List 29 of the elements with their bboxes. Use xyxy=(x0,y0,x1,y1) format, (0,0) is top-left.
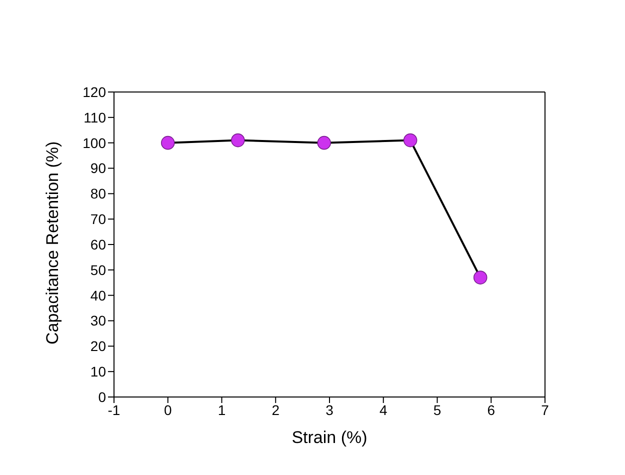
x-tick-label: 4 xyxy=(379,402,388,418)
point xyxy=(160,136,175,150)
x-axis-title: Strain (%) xyxy=(292,428,368,447)
x-tick-label: 5 xyxy=(433,402,442,418)
y-tick-label: 50 xyxy=(90,262,106,278)
y-tick-label: 100 xyxy=(82,134,106,151)
point xyxy=(403,133,418,148)
y-tick-label: 110 xyxy=(84,109,106,126)
y-tick-label: 70 xyxy=(90,211,106,228)
x-tick-label: 2 xyxy=(272,402,280,418)
y-tick-label: 90 xyxy=(90,160,106,176)
y-tick-label: 60 xyxy=(90,236,106,252)
y-tick-label: 10 xyxy=(90,364,106,380)
y-tick-label: 0 xyxy=(98,388,106,405)
x-tick-label: 6 xyxy=(487,402,496,418)
x-tick-label: 3 xyxy=(326,402,334,418)
y-tick-label: 20 xyxy=(90,338,106,354)
point xyxy=(231,133,245,148)
y-tick-label: 80 xyxy=(90,186,106,202)
x-tick-label: 7 xyxy=(541,402,550,418)
point xyxy=(473,270,488,284)
x-tick-label: 1 xyxy=(218,402,226,418)
y-tick-label: 30 xyxy=(90,312,106,329)
y-tick-label: 40 xyxy=(90,287,106,304)
x-tick-label: 0 xyxy=(164,402,172,418)
y-axis-title: Capacitance Retention (%) xyxy=(43,141,62,344)
point xyxy=(317,136,332,150)
x-tick-label: -1 xyxy=(108,402,120,418)
y-tick-label: 120 xyxy=(82,84,106,100)
